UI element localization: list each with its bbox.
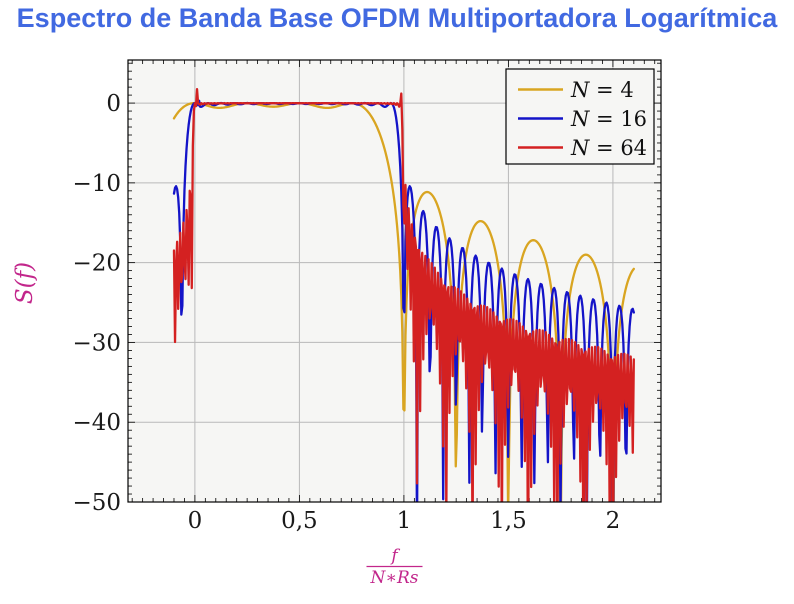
x-tick-label: 1,5 — [490, 508, 527, 534]
legend-entry-label: N = 16 — [570, 107, 647, 131]
x-axis-label-denominator: N∗Rs — [370, 568, 419, 588]
y-axis-label: S(f) — [12, 262, 38, 304]
x-tick-label: 0 — [188, 508, 203, 534]
legend-entry-label: N = 64 — [570, 136, 647, 160]
x-tick-label: 0,5 — [281, 508, 318, 534]
x-axis-label-numerator: f — [389, 546, 400, 566]
y-tick-label: −20 — [72, 251, 121, 277]
y-tick-label: −10 — [72, 171, 121, 197]
x-tick-label: 1 — [397, 508, 412, 534]
series-line-n-64 — [172, 87, 635, 502]
y-tick-label: −50 — [72, 490, 121, 516]
legend-entry-label: N = 4 — [570, 78, 634, 102]
y-tick-label: −40 — [72, 410, 121, 436]
y-tick-label: −30 — [72, 330, 121, 356]
chart-title: Espectro de Banda Base OFDM Multiportado… — [16, 3, 778, 33]
x-tick-label: 2 — [606, 508, 621, 534]
plot-frame — [127, 59, 662, 503]
y-tick-label: 0 — [106, 91, 121, 117]
